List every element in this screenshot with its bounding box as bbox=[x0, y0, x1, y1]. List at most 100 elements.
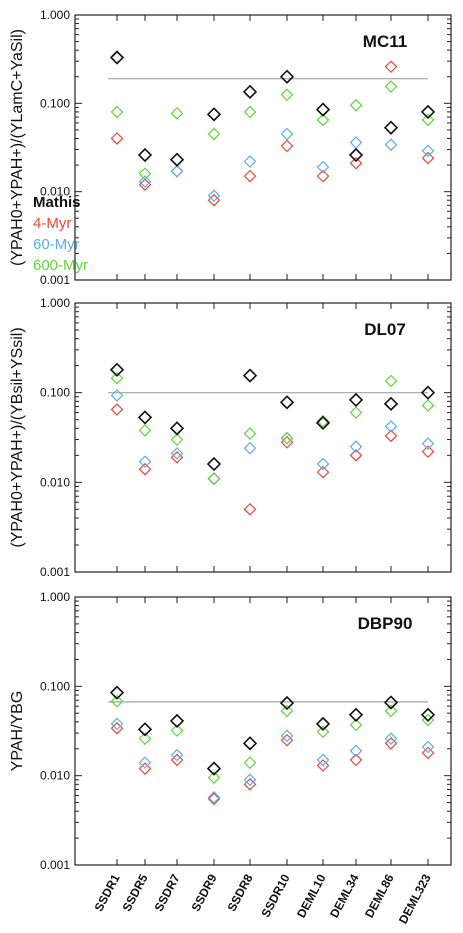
y-tick-label: 0.010 bbox=[40, 185, 70, 199]
marker-mathis-deml86 bbox=[383, 695, 399, 710]
x-tick-label: SSDR5 bbox=[120, 872, 151, 914]
legend-mathis: Mathis bbox=[33, 194, 81, 211]
marker-mathis-deml323 bbox=[420, 104, 436, 120]
x-tick-label: SSDR9 bbox=[189, 872, 220, 914]
marker-60-myr-ssdr5 bbox=[138, 175, 152, 188]
marker-4-myr-ssdr1 bbox=[110, 132, 124, 145]
y-axis-label: (YPAH0+YPAH+)/(YBsil+YSsil) bbox=[9, 327, 26, 547]
y-axis-label: (YPAH0+YPAH+)/(YLamC+YaSil) bbox=[9, 29, 26, 266]
marker-mathis-ssdr8 bbox=[242, 368, 258, 383]
marker-60-myr-deml10 bbox=[316, 160, 330, 174]
marker-mathis-ssdr1 bbox=[109, 50, 125, 65]
marker-600-myr-ssdr9 bbox=[207, 127, 221, 141]
y-tick-label: 0.001 bbox=[40, 565, 70, 579]
marker-mathis-ssdr1 bbox=[109, 362, 125, 377]
y-tick-label: 0.001 bbox=[40, 858, 70, 872]
marker-600-myr-ssdr8 bbox=[243, 105, 257, 119]
marker-600-myr-deml10 bbox=[316, 725, 330, 739]
y-tick-label: 0.001 bbox=[40, 273, 70, 287]
marker-600-myr-deml86 bbox=[384, 374, 398, 388]
marker-4-myr-ssdr9 bbox=[207, 193, 221, 207]
marker-4-myr-ssdr1 bbox=[110, 721, 124, 735]
marker-mathis-ssdr10 bbox=[279, 695, 295, 711]
marker-60-myr-deml86 bbox=[384, 420, 398, 433]
marker-600-myr-deml34 bbox=[349, 98, 363, 112]
marker-60-myr-ssdr8 bbox=[243, 441, 257, 455]
x-tick-label: SSDR8 bbox=[225, 872, 256, 914]
marker-60-myr-ssdr7 bbox=[170, 447, 184, 460]
y-tick-label: 0.100 bbox=[40, 96, 70, 110]
marker-4-myr-deml323 bbox=[421, 746, 435, 760]
marker-mathis-deml10 bbox=[315, 716, 331, 732]
marker-60-myr-ssdr5 bbox=[138, 756, 152, 769]
legend: Mathis 4-Myr 60-Myr 600-Myr bbox=[33, 194, 88, 274]
marker-mathis-deml86 bbox=[383, 120, 399, 135]
marker-600-myr-ssdr7 bbox=[170, 107, 184, 120]
marker-60-myr-ssdr10 bbox=[280, 431, 294, 445]
marker-600-myr-ssdr5 bbox=[138, 167, 152, 180]
marker-mathis-ssdr5 bbox=[137, 410, 153, 425]
marker-60-myr-deml323 bbox=[421, 437, 435, 451]
marker-mathis-ssdr7 bbox=[169, 421, 185, 436]
marker-600-myr-ssdr5 bbox=[138, 732, 152, 745]
marker-600-myr-ssdr7 bbox=[170, 433, 184, 446]
marker-mathis-ssdr1 bbox=[109, 685, 125, 700]
y-tick-label: 1.000 bbox=[40, 296, 70, 310]
marker-600-myr-ssdr9 bbox=[207, 771, 221, 785]
marker-600-myr-deml323 bbox=[421, 113, 435, 127]
marker-4-myr-ssdr9 bbox=[207, 792, 221, 806]
marker-600-myr-ssdr1 bbox=[110, 371, 124, 385]
y-tick-label: 0.010 bbox=[40, 769, 70, 783]
marker-60-myr-deml86 bbox=[384, 732, 398, 745]
marker-4-myr-ssdr10 bbox=[280, 139, 294, 153]
marker-600-myr-ssdr1 bbox=[110, 105, 124, 119]
marker-mathis-deml34 bbox=[348, 147, 364, 163]
marker-60-myr-ssdr1 bbox=[110, 389, 124, 402]
legend-4-myr: 4-Myr bbox=[33, 215, 71, 232]
marker-mathis-ssdr10 bbox=[279, 69, 295, 84]
marker-mathis-ssdr9 bbox=[206, 456, 222, 472]
y-axis-label: YPAH/YBG bbox=[9, 691, 26, 772]
chart-panel-mc11: 1.000 0.100 0.010 0.001 MC11 (YPAH0+YPAH+)/(Y… bbox=[9, 8, 452, 287]
marker-4-myr-ssdr8 bbox=[243, 169, 257, 183]
marker-mathis-deml10 bbox=[315, 102, 331, 117]
marker-4-myr-ssdr7 bbox=[170, 753, 184, 767]
marker-600-myr-ssdr10 bbox=[280, 88, 294, 102]
x-tick-label: SSDR1 bbox=[92, 872, 123, 914]
marker-4-myr-ssdr5 bbox=[138, 178, 152, 192]
x-tick-label: SSDR10 bbox=[258, 872, 292, 920]
legend-60-myr: 60-Myr bbox=[33, 236, 80, 253]
marker-mathis-ssdr8 bbox=[242, 84, 258, 99]
marker-mathis-ssdr9 bbox=[206, 107, 222, 122]
marker-4-myr-ssdr7 bbox=[170, 450, 184, 464]
marker-600-myr-deml10 bbox=[316, 414, 330, 428]
marker-60-myr-ssdr7 bbox=[170, 748, 184, 762]
marker-mathis-ssdr10 bbox=[279, 395, 295, 410]
marker-mathis-deml86 bbox=[383, 396, 399, 412]
marker-60-myr-deml10 bbox=[316, 753, 330, 767]
x-tick-label: SSDR7 bbox=[152, 872, 183, 914]
marker-mathis-deml10 bbox=[315, 415, 331, 431]
marker-600-myr-deml86 bbox=[384, 704, 398, 718]
marker-4-myr-deml34 bbox=[349, 448, 363, 462]
marker-600-myr-ssdr9 bbox=[207, 472, 221, 485]
marker-60-myr-deml34 bbox=[349, 136, 363, 149]
marker-mathis-ssdr5 bbox=[137, 722, 153, 737]
marker-mathis-deml323 bbox=[420, 707, 436, 722]
marker-4-myr-deml10 bbox=[316, 465, 330, 479]
marker-600-myr-ssdr8 bbox=[243, 427, 257, 440]
marker-4-myr-ssdr5 bbox=[138, 462, 152, 476]
marker-60-myr-ssdr10 bbox=[280, 127, 294, 141]
y-tick-label: 0.010 bbox=[40, 475, 70, 489]
marker-mathis-deml34 bbox=[348, 392, 364, 408]
marker-60-myr-ssdr1 bbox=[110, 51, 124, 64]
marker-4-myr-deml34 bbox=[349, 156, 363, 170]
marker-600-myr-deml10 bbox=[316, 113, 330, 127]
x-tick-label: DEML10 bbox=[294, 872, 329, 921]
marker-mathis-ssdr5 bbox=[137, 147, 153, 163]
marker-4-myr-deml323 bbox=[421, 151, 435, 165]
marker-600-myr-ssdr1 bbox=[110, 694, 124, 708]
panel-title: MC11 bbox=[363, 32, 407, 51]
panel-frame bbox=[74, 14, 452, 281]
